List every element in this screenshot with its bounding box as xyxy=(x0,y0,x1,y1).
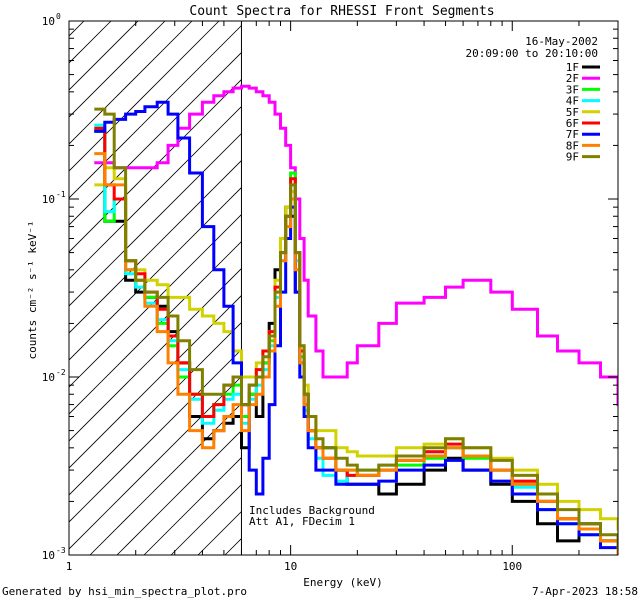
hatch-line xyxy=(0,21,3,555)
hatch-line xyxy=(69,21,112,64)
legend-label-1f: 1F xyxy=(566,61,579,74)
legend-label-9f: 9F xyxy=(566,151,579,164)
hatch-line xyxy=(69,21,328,280)
annotation-date: 16-May-2002 xyxy=(525,35,598,48)
legend-label-7f: 7F xyxy=(566,128,579,141)
series-group xyxy=(94,84,618,555)
y-tick-label: 10 xyxy=(42,15,55,28)
y-tick-exponent: -2 xyxy=(56,368,66,377)
x-tick-label: 100 xyxy=(502,560,522,573)
hatch-line xyxy=(69,21,247,199)
legend-label-4f: 4F xyxy=(566,95,579,108)
y-axis-label: counts cm⁻² s⁻¹ keV⁻¹ xyxy=(26,220,39,359)
hatch-line xyxy=(69,21,301,253)
footer-date: 7-Apr-2023 18:58 xyxy=(532,585,638,598)
y-tick-label: 10 xyxy=(42,193,55,206)
y-tick-label: 10 xyxy=(42,371,55,384)
y-tick-exponent: -1 xyxy=(56,190,66,199)
hatch-line xyxy=(630,21,640,555)
legend-label-5f: 5F xyxy=(566,106,579,119)
plot-frame xyxy=(68,20,619,556)
legend-label-6f: 6F xyxy=(566,117,579,130)
x-tick-label: 1 xyxy=(66,560,73,573)
x-axis-label: Energy (keV) xyxy=(303,576,382,589)
annotation-background: Includes Background xyxy=(249,504,375,517)
legend-label-8f: 8F xyxy=(566,139,579,152)
hatch-line xyxy=(69,21,85,37)
legend-label-3f: 3F xyxy=(566,83,579,96)
hatch-mask xyxy=(241,21,619,555)
series-line-9f xyxy=(94,107,618,550)
hatch-line xyxy=(69,21,166,118)
chart-title: Count Spectra for RHESSI Front Segments xyxy=(189,4,494,19)
y-tick-exponent: -3 xyxy=(56,546,66,555)
x-tick-label: 10 xyxy=(284,560,297,573)
annotation-time-range: 20:09:00 to 20:10:00 xyxy=(466,47,598,60)
hatch-line xyxy=(69,21,274,226)
y-tick-exponent: 0 xyxy=(56,12,61,21)
y-tick-label: 10 xyxy=(42,549,55,562)
hatch-line xyxy=(69,21,220,172)
series-line-2f xyxy=(94,84,618,407)
footer-generated-by: Generated by hsi_min_spectra_plot.pro xyxy=(2,585,247,598)
annotation-attenuator: Att A1, FDecim 1 xyxy=(249,515,355,528)
legend-label-2f: 2F xyxy=(566,72,579,85)
